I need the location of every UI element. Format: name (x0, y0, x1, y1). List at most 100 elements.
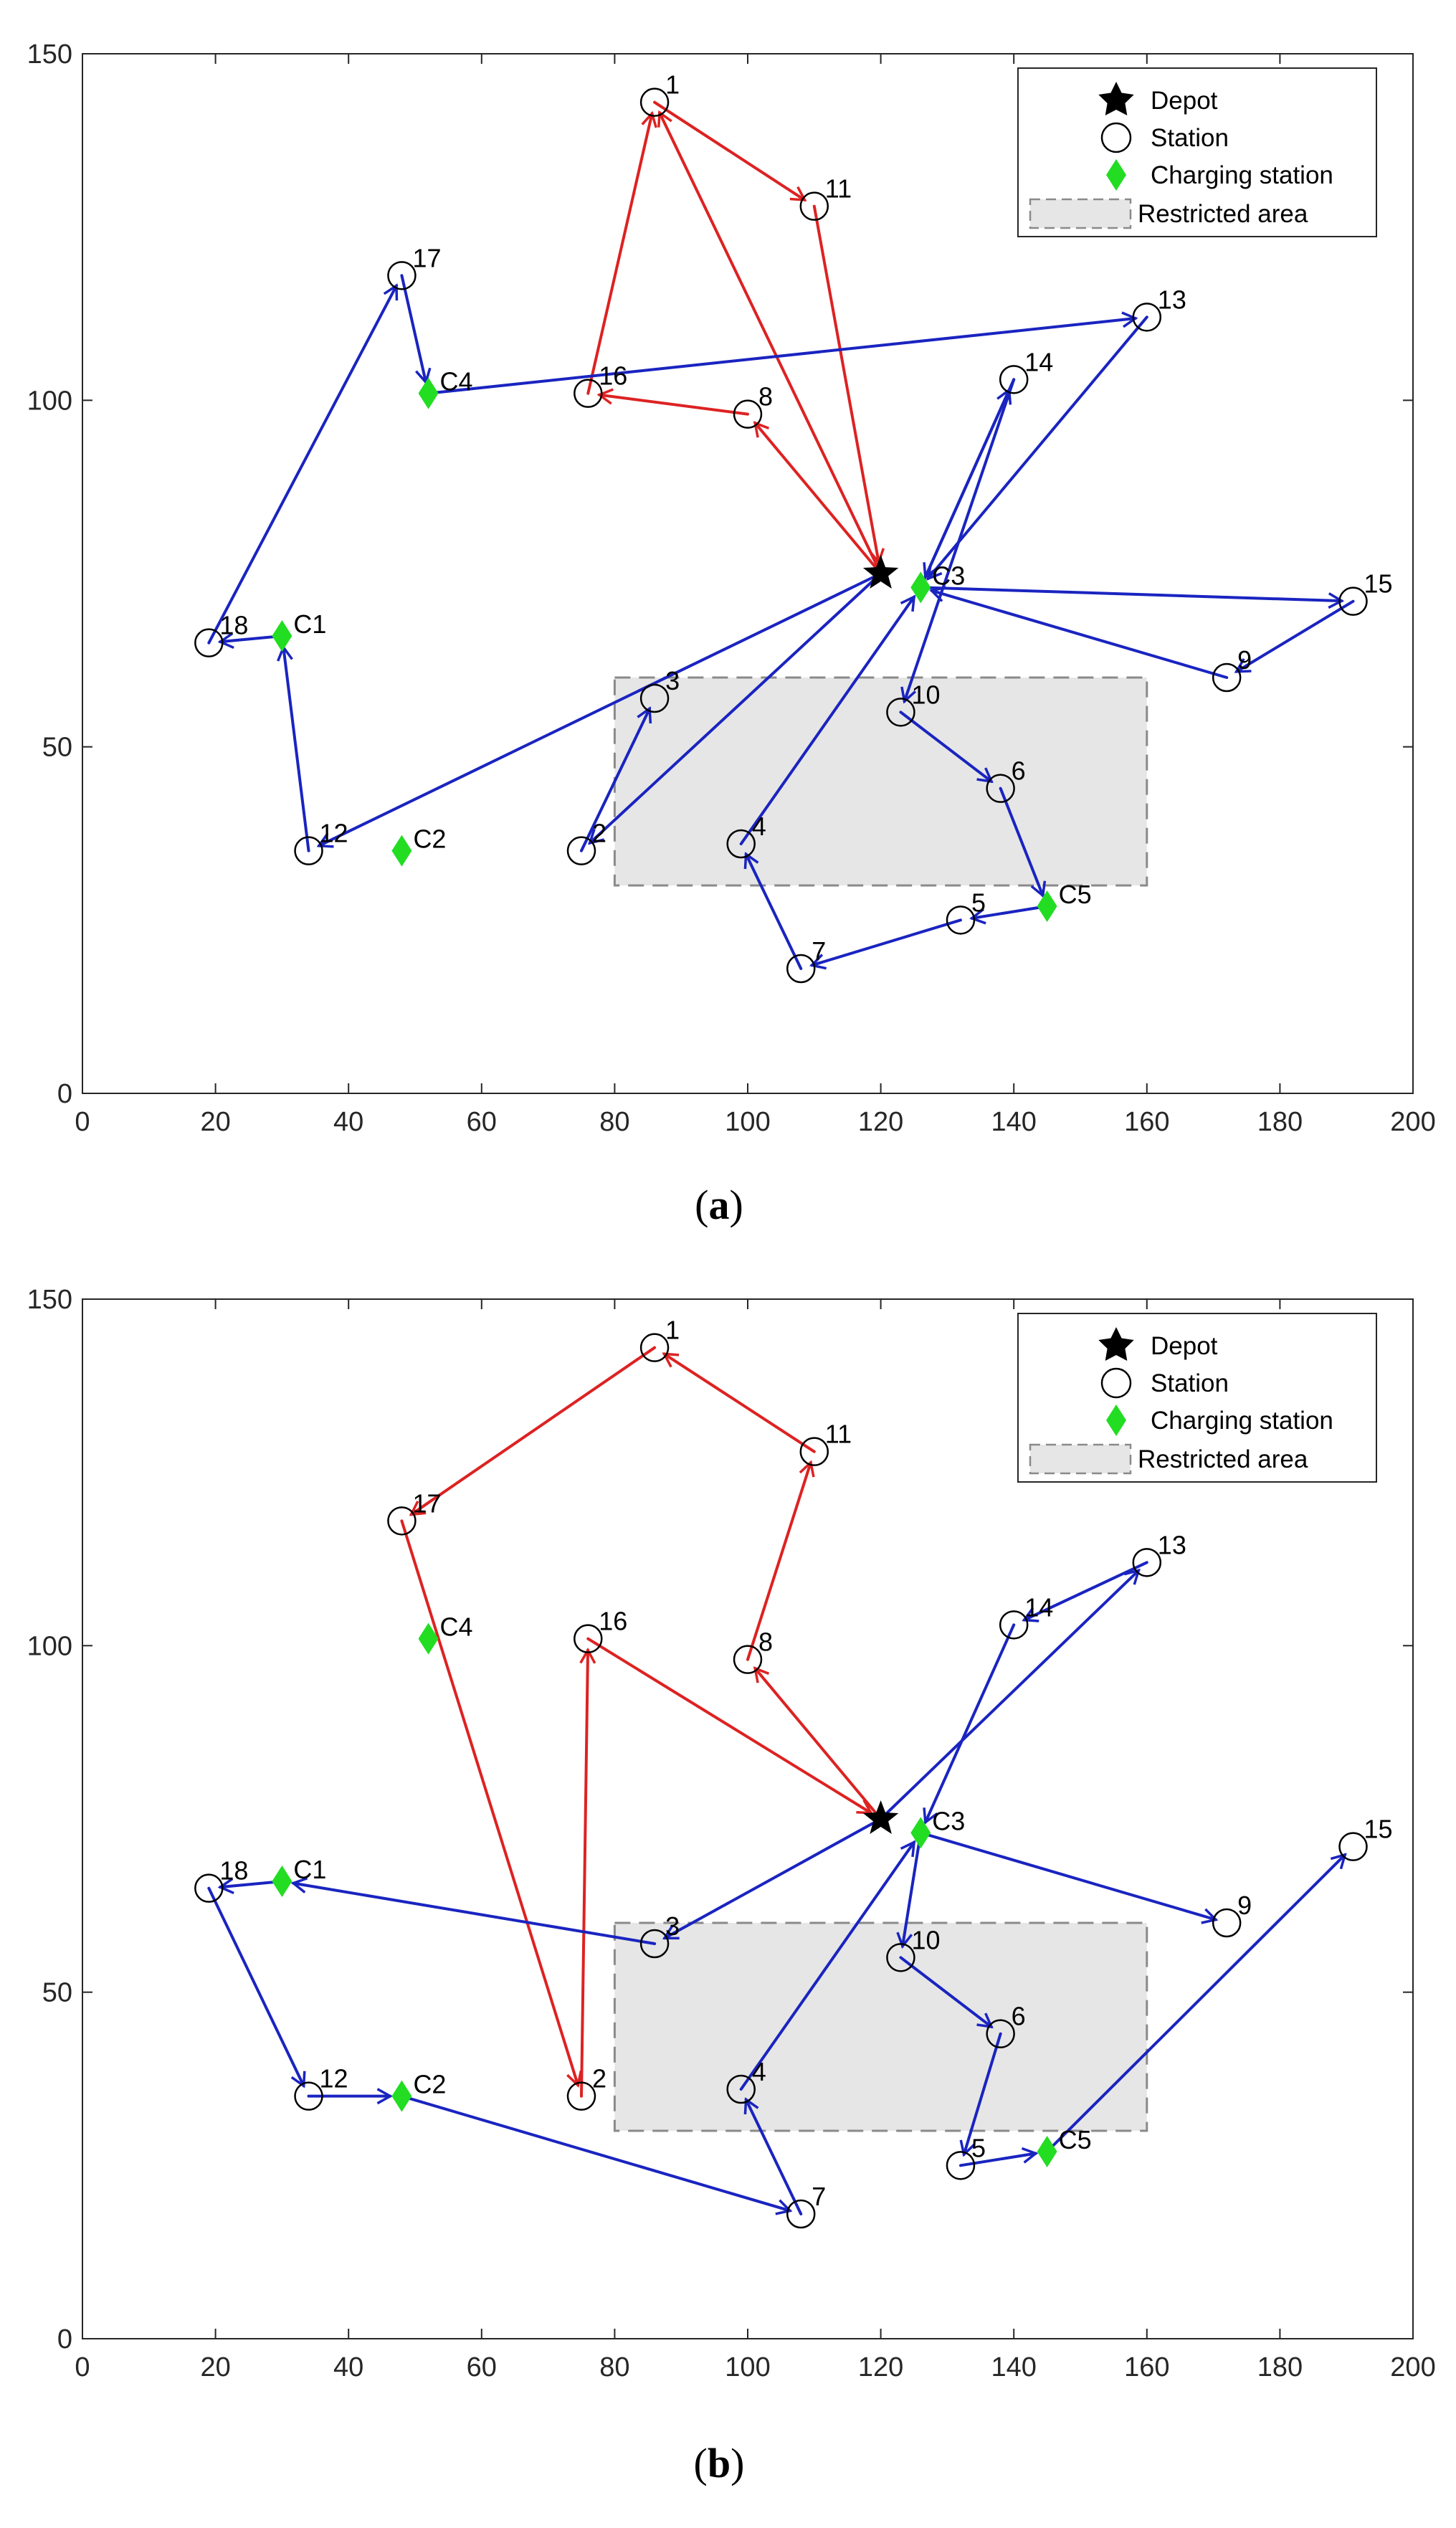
route-segment-blue (969, 905, 1049, 925)
x-tick-label: 40 (333, 2352, 363, 2382)
y-tick-label: 50 (42, 1978, 72, 2008)
charging-diamond-icon (1106, 1405, 1126, 1436)
depot-star-icon (1098, 1327, 1134, 1361)
route-segment-red (753, 421, 882, 575)
panel-a-restricted-area (613, 676, 1148, 887)
station-label: 17 (412, 1488, 441, 1518)
station-marker (999, 365, 1029, 394)
route-segment-blue (739, 594, 916, 845)
route-segment-blue (929, 586, 1229, 679)
station-marker (387, 1506, 417, 1536)
station-marker (946, 906, 976, 935)
restricted-rect-icon (1029, 198, 1132, 229)
route-segment-red (596, 388, 749, 416)
panel-b-ticks: 0 20 40 60 80 100 120 140 160 180 200 0 50 100 150 (27, 1285, 1436, 2382)
station-label: 13 (1158, 285, 1186, 314)
charging-station-marker (272, 1866, 292, 1897)
station-marker (194, 628, 224, 657)
legend-station-label: Station (1151, 1369, 1229, 1397)
station-label: 14 (1024, 347, 1053, 376)
route-segment-red (653, 100, 807, 201)
route-segment-blue (959, 2032, 1002, 2157)
station-label: 6 (1012, 756, 1026, 786)
x-tick-label: 120 (858, 1107, 903, 1137)
station-marker (726, 2074, 756, 2104)
x-tick-label: 160 (1124, 1107, 1169, 1137)
charging-station-marker (910, 1817, 931, 1849)
route-segment-red (586, 1637, 874, 1815)
depot-marker (862, 555, 899, 589)
station-marker (886, 1943, 915, 1972)
route-segment-blue (743, 852, 803, 970)
charging-station-label: C4 (440, 367, 473, 396)
charging-station-label: C5 (1059, 2125, 1092, 2154)
station-label: 8 (758, 1627, 773, 1657)
depot-star-icon (1098, 82, 1134, 115)
route-segment-blue (277, 645, 310, 852)
x-tick-label: 180 (1257, 1107, 1303, 1137)
route-segment-blue (662, 1817, 882, 1940)
route-segment-blue (400, 2094, 793, 2215)
station-marker (1212, 1908, 1242, 1938)
station-label: 11 (825, 174, 852, 204)
station-marker (639, 87, 670, 117)
station-label: 15 (1364, 1815, 1392, 1844)
station-marker (387, 261, 417, 290)
caption-open-paren: ( (694, 2440, 708, 2486)
station-marker (986, 2019, 1015, 2048)
station-marker (639, 683, 670, 713)
route-segment-blue (427, 311, 1138, 395)
station-label: 5 (971, 2133, 986, 2162)
panel-b-caption: (b) (694, 2440, 745, 2486)
route-segment-red (812, 204, 885, 565)
station-label: 9 (1237, 1891, 1252, 1920)
route-segment-blue (217, 1878, 284, 1895)
legend-depot-label: Depot (1151, 87, 1218, 115)
station-label: 11 (825, 1420, 852, 1449)
station-label: 5 (971, 888, 986, 917)
station-label: 9 (1237, 645, 1252, 675)
charging-station-marker (418, 377, 439, 409)
legend-restricted-label: Restricted area (1138, 1445, 1308, 1473)
legend-charging-label: Charging station (1151, 1407, 1333, 1435)
station-label: 13 (1158, 1530, 1186, 1559)
x-tick-label: 60 (467, 2352, 497, 2382)
route-segment-blue (739, 1840, 916, 2091)
station-marker (733, 1645, 763, 1674)
station-label: 15 (1364, 569, 1392, 599)
route-segment-red (400, 1519, 583, 2088)
panel-a-caption: (a) (695, 1182, 743, 1228)
legend-restricted-label: Restricted area (1138, 200, 1308, 228)
charging-station-label: C3 (932, 561, 965, 590)
panel-a-legend: Depot Station Charging station Restricte… (1017, 67, 1377, 237)
charging-station-label: C1 (293, 1855, 326, 1884)
y-tick-label: 100 (27, 1631, 72, 1661)
station-marker (886, 698, 915, 727)
station-marker (946, 2151, 976, 2180)
charging-diamond-icon (1106, 159, 1126, 191)
station-label: 12 (320, 2064, 348, 2094)
x-tick-label: 20 (200, 2352, 230, 2382)
route-segment-blue (958, 2147, 1039, 2167)
charging-station-marker (1037, 2136, 1057, 2167)
x-tick-label: 200 (1390, 2352, 1435, 2382)
charging-station-marker (910, 571, 931, 604)
panel-a-ticks: 0 20 40 60 80 100 120 140 160 180 200 0 50 100 150 (27, 39, 1436, 1137)
station-label: 14 (1024, 1592, 1053, 1622)
panel-b-legend: Depot Station Charging station Restricte… (1017, 1313, 1377, 1483)
panel-a-routes (207, 100, 1355, 970)
station-marker (294, 2081, 323, 2111)
y-tick-label: 0 (57, 2324, 72, 2354)
caption-letter: a (709, 1182, 730, 1228)
charging-station-marker (272, 620, 292, 652)
x-tick-label: 160 (1124, 2352, 1169, 2382)
station-marker (566, 2081, 596, 2111)
restricted-area-rect (613, 676, 1148, 887)
route-segment-red (586, 110, 657, 395)
depot-marker (862, 1800, 899, 1834)
charging-station-label: C2 (413, 2070, 446, 2099)
route-segment-blue (900, 378, 1016, 704)
x-tick-label: 120 (858, 2352, 903, 2382)
